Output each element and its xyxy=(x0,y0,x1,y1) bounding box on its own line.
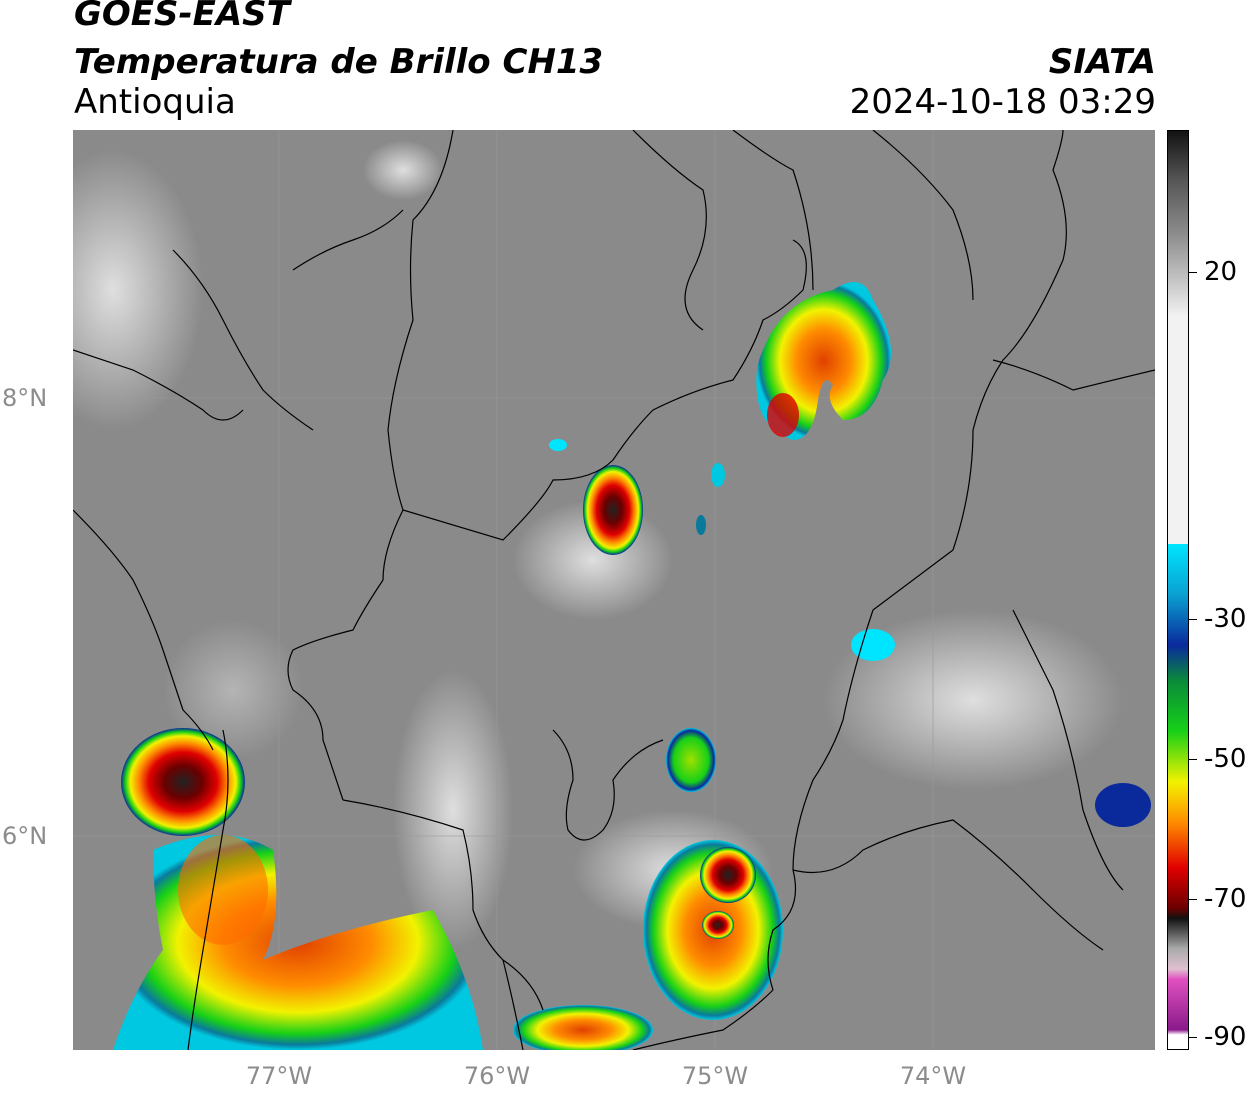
colorbar-tick-mark xyxy=(1189,272,1197,273)
satellite-title: GOES-EAST xyxy=(74,0,290,34)
colorbar-warm-segment xyxy=(1167,130,1189,544)
colorbar-tick-mark xyxy=(1189,619,1197,620)
cloud-area xyxy=(363,140,443,200)
organization-label: SIATA xyxy=(1048,42,1156,82)
colorbar-frame xyxy=(1167,130,1189,1050)
colorbar-tick-minus70: -70 xyxy=(1204,884,1247,914)
convective-cell-core xyxy=(702,911,734,939)
cold-cloud-top xyxy=(696,515,706,535)
convective-cell-core xyxy=(767,393,799,437)
colorbar-tick-20: 20 xyxy=(1204,257,1238,287)
colorbar-tick-minus90: -90 xyxy=(1204,1022,1247,1052)
colorbar xyxy=(1167,130,1189,1050)
lon-label-75w: 75°W xyxy=(681,1062,749,1090)
cloud-area xyxy=(163,620,303,760)
colorbar-tick-mark xyxy=(1189,759,1197,760)
lat-label-8n: 8°N xyxy=(2,384,48,412)
variable-title: Temperatura de Brillo CH13 xyxy=(74,42,604,82)
convective-cell xyxy=(121,728,245,836)
convective-cell xyxy=(1095,783,1151,827)
brightness-temperature-map xyxy=(73,130,1155,1050)
colorbar-tick-minus30: -30 xyxy=(1204,604,1247,634)
political-boundaries xyxy=(73,130,1155,1050)
cloud-area xyxy=(73,150,203,430)
convective-cell xyxy=(666,728,716,792)
convective-cell-core xyxy=(700,847,756,903)
colorbar-tick-minus50: -50 xyxy=(1204,744,1247,774)
lat-label-6n: 6°N xyxy=(2,822,48,850)
cloud-area xyxy=(823,610,1123,790)
convective-cell xyxy=(583,465,643,555)
lon-label-74w: 74°W xyxy=(899,1062,967,1090)
datetime-label: 2024-10-18 03:29 xyxy=(849,82,1156,122)
region-label: Antioquia xyxy=(74,82,236,122)
lon-label-77w: 77°W xyxy=(245,1062,313,1090)
cloud-area xyxy=(393,670,513,950)
lon-label-76w: 76°W xyxy=(463,1062,531,1090)
cold-cloud-top xyxy=(851,629,895,661)
colorbar-tick-mark xyxy=(1189,1037,1197,1038)
cold-cloud-top xyxy=(549,439,567,451)
convective-cell-core xyxy=(178,835,268,945)
convective-cell xyxy=(513,1005,653,1050)
colorbar-cold-segment xyxy=(1167,544,1189,1050)
cold-cloud-top xyxy=(711,463,725,487)
colorbar-tick-mark xyxy=(1189,899,1197,900)
